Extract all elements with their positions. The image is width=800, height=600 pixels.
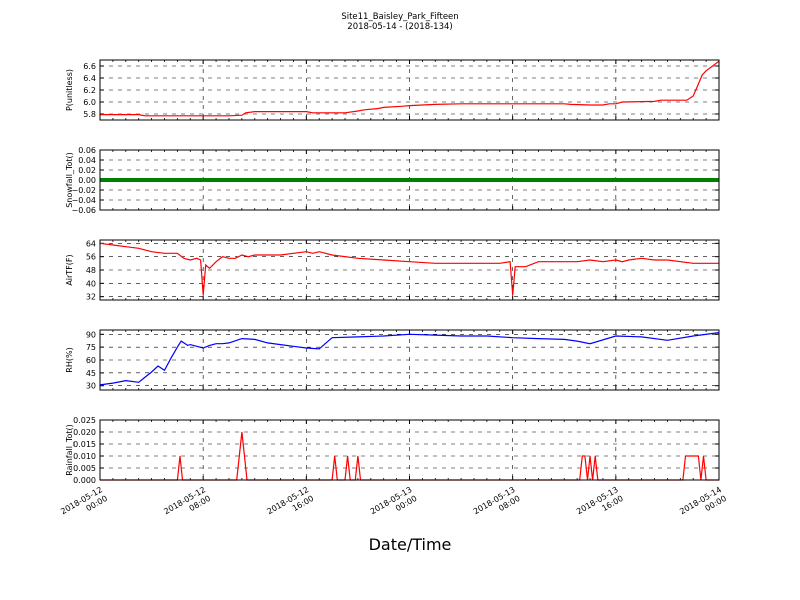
panel-frame [99, 59, 720, 121]
panel-frame [99, 329, 720, 391]
y-tick-label: 32 [86, 293, 96, 302]
y-axis-label: RH(%) [65, 347, 74, 372]
y-tick-label: 0.02 [78, 166, 96, 175]
panel-frame [99, 239, 720, 301]
y-axis-label: Snowfall_Tot() [65, 152, 74, 208]
y-tick-label: 60 [86, 356, 96, 365]
y-tick-label: 0.015 [73, 440, 96, 449]
panel-5: 0.000 0.005 0.010 0.015 0.020 0.025Rainfall_T… [65, 416, 720, 485]
panel-1: 5.8 6.0 6.2 6.4 6.6 P(unitless) [65, 59, 720, 121]
panel-3: 32 40 48 56 64 AirTF(F) [65, 239, 720, 302]
y-tick-label: 90 [86, 330, 96, 339]
y-tick-label: 0.00 [78, 176, 96, 185]
y-tick-label: 6.6 [83, 62, 96, 71]
y-tick-label: 0.010 [73, 452, 96, 461]
y-tick-label: 0.025 [73, 416, 96, 425]
y-tick-label: 0.020 [73, 428, 96, 437]
y-tick-label: 45 [86, 369, 96, 378]
y-tick-label: 64 [86, 239, 96, 248]
y-tick-label: 0.000 [73, 476, 96, 485]
panel-4: 30 45 60 75 90 RH(%) [65, 329, 720, 391]
y-tick-label: 0.06 [78, 146, 96, 155]
y-axis-label: P(unitless) [65, 69, 74, 111]
x-tick-label: 2018-05-1308:00 [472, 485, 522, 525]
y-axis-label: AirTF(F) [65, 254, 74, 285]
x-tick-label: 2018-05-1400:00 [678, 485, 728, 525]
x-axis-label: Date/Time [369, 535, 452, 554]
y-tick-label: 5.8 [83, 110, 96, 119]
y-tick-label: 0.005 [73, 464, 96, 473]
y-tick-label: 40 [86, 279, 96, 288]
y-tick-label: −0.02 [71, 186, 96, 195]
x-tick-label: 2018-05-1300:00 [369, 485, 419, 525]
series-line-3 [99, 242, 719, 296]
y-tick-label: 30 [86, 382, 96, 391]
series-line-4 [99, 332, 720, 386]
y-tick-label: 6.0 [83, 98, 96, 107]
y-tick-label: −0.04 [71, 196, 96, 205]
panel-frame [99, 419, 720, 481]
x-tick-label: 2018-05-1208:00 [162, 485, 212, 525]
y-tick-label: 56 [86, 253, 96, 262]
y-axis-label: Rainfall_Tot() [65, 424, 74, 476]
panel-2: −0.06−0.04−0.020.000.020.040.06 Snowfall_… [65, 146, 720, 215]
panel-frame [99, 149, 720, 211]
x-tick-labels: 2018-05-1200:00 2018-05-1208:00 2018-05-12… [59, 485, 728, 525]
y-tick-label: 6.2 [83, 86, 96, 95]
y-tick-label: 75 [86, 343, 96, 352]
x-tick-label: 2018-05-1200:00 [59, 485, 109, 525]
x-tick-label: 2018-05-1216:00 [266, 485, 316, 525]
series-line-1 [100, 60, 720, 117]
x-tick-label: 2018-05-1316:00 [575, 485, 625, 525]
y-tick-label: 6.4 [83, 74, 96, 83]
y-tick-label: 48 [86, 266, 96, 275]
panels-group: 5.8 6.0 6.2 6.4 6.6 P(unitless) −0.06−0.04−0.0… [65, 59, 720, 485]
chart-title: Site11_Baisley_Park_Fifteen [341, 12, 458, 22]
y-tick-label: −0.06 [71, 206, 96, 215]
chart-subtitle: 2018-05-14 - (2018-134) [347, 22, 452, 32]
y-tick-label: 0.04 [78, 156, 96, 165]
